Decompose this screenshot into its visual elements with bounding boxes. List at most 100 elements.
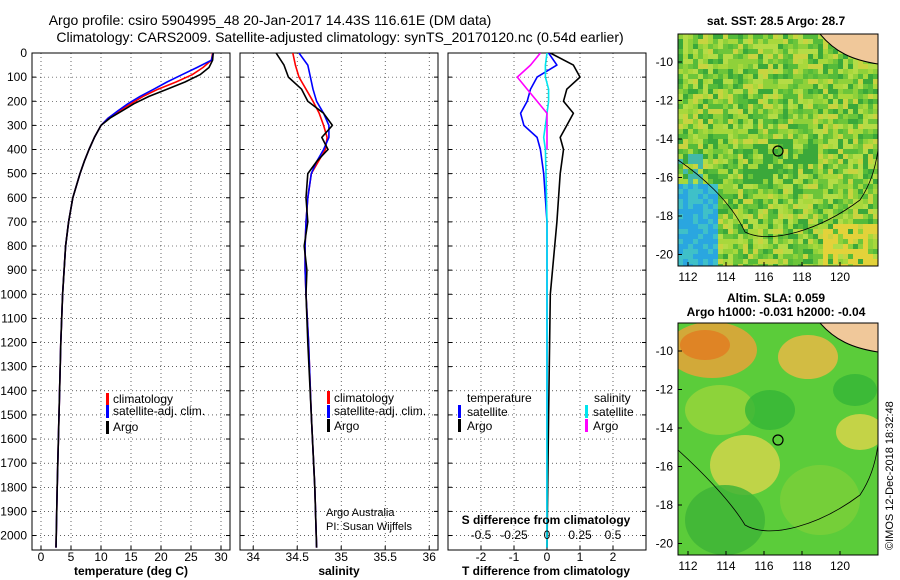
map-x-tick-label: 114 [716,559,735,573]
legend-salinity-title: salinity [594,391,631,405]
legend-t-satellite-swatch [458,405,461,418]
map-x-tick-label: 116 [754,270,773,284]
legend-t-argo-label: Argo [467,419,493,433]
header-line-1: Argo profile: csiro 5904995_48 20-Jan-20… [49,12,492,28]
imos-watermark: ©IMOS 12-Dec-2018 18:32:48 [884,401,896,550]
series-temperature-argo [546,53,581,548]
sla-map-title-2: Argo h1000: -0.031 h2000: -0.04 [687,305,866,319]
depth-tick-label: 900 [7,263,27,277]
x-tick-label: 1 [577,550,584,564]
temperature-xlabel: temperature (deg C) [74,564,188,578]
map-y-tick-label: -12 [656,383,674,397]
temperature-x-axis: 0 5 10 15 20 25 30 [38,546,228,564]
map-y-tick-label: -20 [656,248,674,262]
legend-temperature-title: temperature [467,391,532,405]
sla-argo-marker [772,434,784,446]
depth-tick-label: 1800 [0,480,27,494]
x-tick-label: 35.5 [374,550,398,564]
salinity-x-axis: 34 34.5 35 35.5 36 [247,546,437,564]
depth-tick-label: 800 [7,239,27,253]
temperature-legend: climatology satellite-adj. clim. Argo [106,392,205,434]
map-y-tick-label: -12 [656,94,674,108]
x-tick-label: 34.5 [286,550,310,564]
map-x-tick-label: 116 [754,559,773,573]
temperature-panel: 0100200300400500600700800900100011001200… [0,46,231,578]
depth-tick-label: 100 [7,70,27,84]
sst-map-title: sat. SST: 28.5 Argo: 28.7 [707,14,846,28]
sla-x-axis: 112 114 116 118 120 [678,551,850,573]
map-y-tick-label: -14 [656,421,674,435]
sla-y-axis: -10 -12 -14 -16 -18 -20 [656,344,682,551]
s-tick-label: 0.25 [568,528,592,542]
legend-satellite-swatch [327,405,330,418]
depth-tick-label: 1200 [0,336,27,350]
salinity-grid [240,52,438,550]
x-tick-label: 5 [68,550,75,564]
s-tick-label: -0.25 [500,528,528,542]
s-difference-axis: -0.5 -0.25 0 0.25 0.5 [471,528,622,542]
depth-tick-label: 300 [7,118,27,132]
depth-axis: 0 100 200 300 400 500 600 700 800 900 1000 1100 1200… [0,46,27,543]
credit-argo-australia: Argo Australia [326,507,395,519]
series-salinity-satellite [542,53,550,548]
map-y-tick-label: -10 [656,344,674,358]
sst-field [678,34,878,266]
s-difference-title: S difference from climatology [462,513,631,527]
legend-s-argo-label: Argo [593,419,619,433]
difference-x-axis: -2 -1 0 1 2 [476,546,617,564]
depth-tick-label: 1100 [1,311,27,325]
map-y-tick-label: -16 [656,460,674,474]
salinity-legend: climatology satellite-adj. clim. Argo [327,391,426,433]
depth-tick-label: 1500 [0,408,27,422]
x-tick-label: 2 [610,550,617,564]
difference-xlabel: T difference from climatology [462,564,630,578]
x-tick-label: 15 [124,550,138,564]
depth-tick-label: 0 [20,46,27,60]
map-x-tick-label: 120 [830,559,850,573]
difference-panel: -2 -1 0 1 2 T difference from climatology S … [447,52,647,578]
depth-tick-label: 700 [7,215,27,229]
depth-tick-label: 1400 [0,384,27,398]
map-y-tick-label: -18 [656,498,674,512]
depth-tick-label: 600 [7,191,27,205]
x-tick-label: 10 [94,550,108,564]
series-argo [275,53,334,548]
sla-bathymetry-contour [678,444,878,532]
legend-s-argo-swatch [585,419,588,432]
difference-lines [516,53,581,548]
legend-argo-swatch [327,419,330,432]
s-tick-label: -0.5 [471,528,492,542]
legend-argo-label: Argo [334,419,360,433]
legend-s-satellite-swatch [585,405,588,418]
depth-tick-label: 1700 [0,456,27,470]
x-tick-label: 20 [154,550,168,564]
legend-satellite-label: satellite-adj. clim. [334,404,426,418]
map-y-tick-label: -18 [656,209,674,223]
sst-y-axis: -10 -12 -14 -16 -18 -20 [656,55,682,262]
sst-bathymetry-contour [678,149,878,238]
x-tick-label: 25 [184,550,198,564]
map-x-tick-label: 120 [830,270,850,284]
sst-x-axis: 112 114 116 118 120 [678,262,850,284]
legend-argo-swatch [106,421,109,434]
depth-tick-label: 1000 [0,287,27,301]
legend-t-argo-swatch [458,419,461,432]
legend-climatology-swatch [106,393,109,406]
salinity-lines [275,53,334,548]
depth-tick-label: 400 [7,143,27,157]
map-x-tick-label: 114 [716,270,735,284]
map-x-tick-label: 118 [792,559,811,573]
x-tick-label: 36 [423,550,437,564]
legend-satellite-swatch [106,405,109,418]
map-y-tick-label: -16 [656,171,674,185]
depth-tick-label: 200 [7,94,27,108]
s-tick-label: 0 [544,528,551,542]
series-salinity-argo [516,53,548,150]
salinity-panel: 34 34.5 35 35.5 36 salinity climatology sate… [239,52,439,578]
difference-legend: temperature satellite Argo salinity sate… [458,391,634,433]
x-tick-label: 35 [335,550,349,564]
header-line-2: Climatology: CARS2009. Satellite-adjuste… [56,29,623,45]
map-x-tick-label: 112 [678,270,697,284]
temperature-grid [32,52,230,550]
